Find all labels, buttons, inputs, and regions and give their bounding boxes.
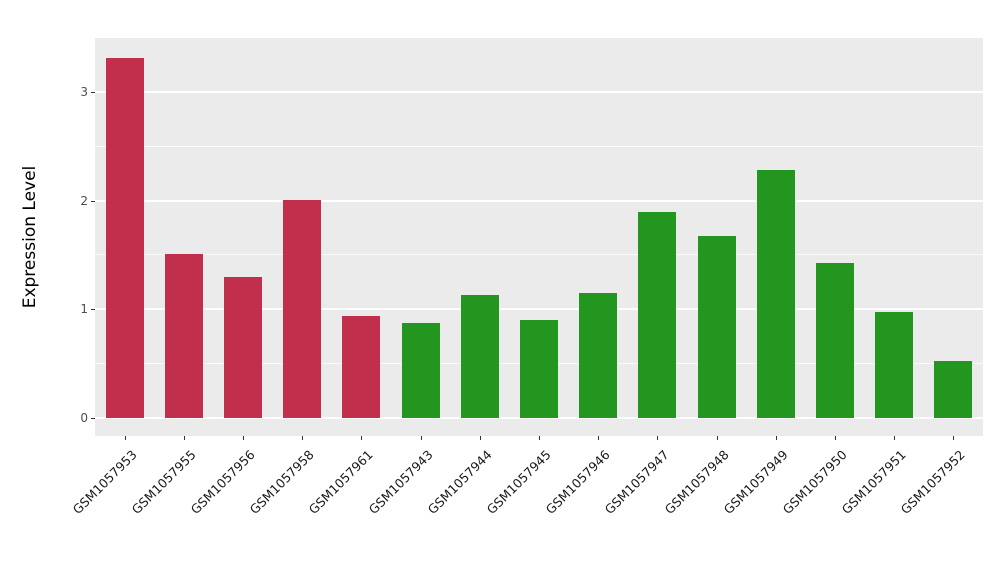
bar — [756, 170, 795, 418]
x-tick-mark — [124, 436, 126, 440]
y-tick-label: 0 — [80, 410, 88, 425]
y-tick-label: 3 — [80, 85, 88, 100]
plot-panel — [95, 38, 983, 436]
y-axis-title: Expression Level — [20, 165, 40, 309]
bar — [875, 312, 914, 418]
bar — [934, 361, 973, 418]
bar — [342, 315, 381, 418]
gridline-major — [95, 91, 983, 94]
x-tick-mark — [361, 436, 363, 440]
y-tick-mark — [91, 92, 95, 94]
x-tick-mark — [716, 436, 718, 440]
gridline-major — [95, 199, 983, 202]
y-tick-label: 1 — [80, 302, 88, 317]
x-tick-mark — [657, 436, 659, 440]
bar — [401, 323, 440, 418]
bar — [283, 199, 322, 418]
x-tick-mark — [243, 436, 244, 440]
x-tick-mark — [183, 436, 185, 440]
y-tick-mark — [91, 200, 95, 202]
gridline-major — [95, 308, 983, 311]
x-tick-mark — [598, 436, 600, 440]
bar — [105, 57, 144, 418]
bar — [697, 236, 736, 418]
y-tick-mark — [91, 417, 95, 419]
x-tick-mark — [775, 436, 777, 440]
bar — [816, 262, 854, 418]
bar — [579, 292, 618, 418]
x-tick-mark — [302, 436, 304, 440]
gridline-minor — [95, 254, 983, 256]
x-tick-mark — [835, 436, 836, 440]
x-tick-mark — [479, 436, 481, 440]
y-tick-mark — [91, 309, 95, 311]
x-tick-mark — [539, 436, 540, 440]
bar — [638, 211, 677, 418]
bar — [164, 253, 203, 418]
bar — [460, 295, 499, 418]
bar — [520, 319, 558, 418]
x-tick-mark — [953, 436, 955, 440]
x-tick-mark — [420, 436, 422, 440]
bar — [224, 276, 262, 418]
gridline-minor — [95, 145, 983, 147]
y-tick-label: 2 — [80, 193, 88, 208]
x-tick-mark — [894, 436, 896, 440]
